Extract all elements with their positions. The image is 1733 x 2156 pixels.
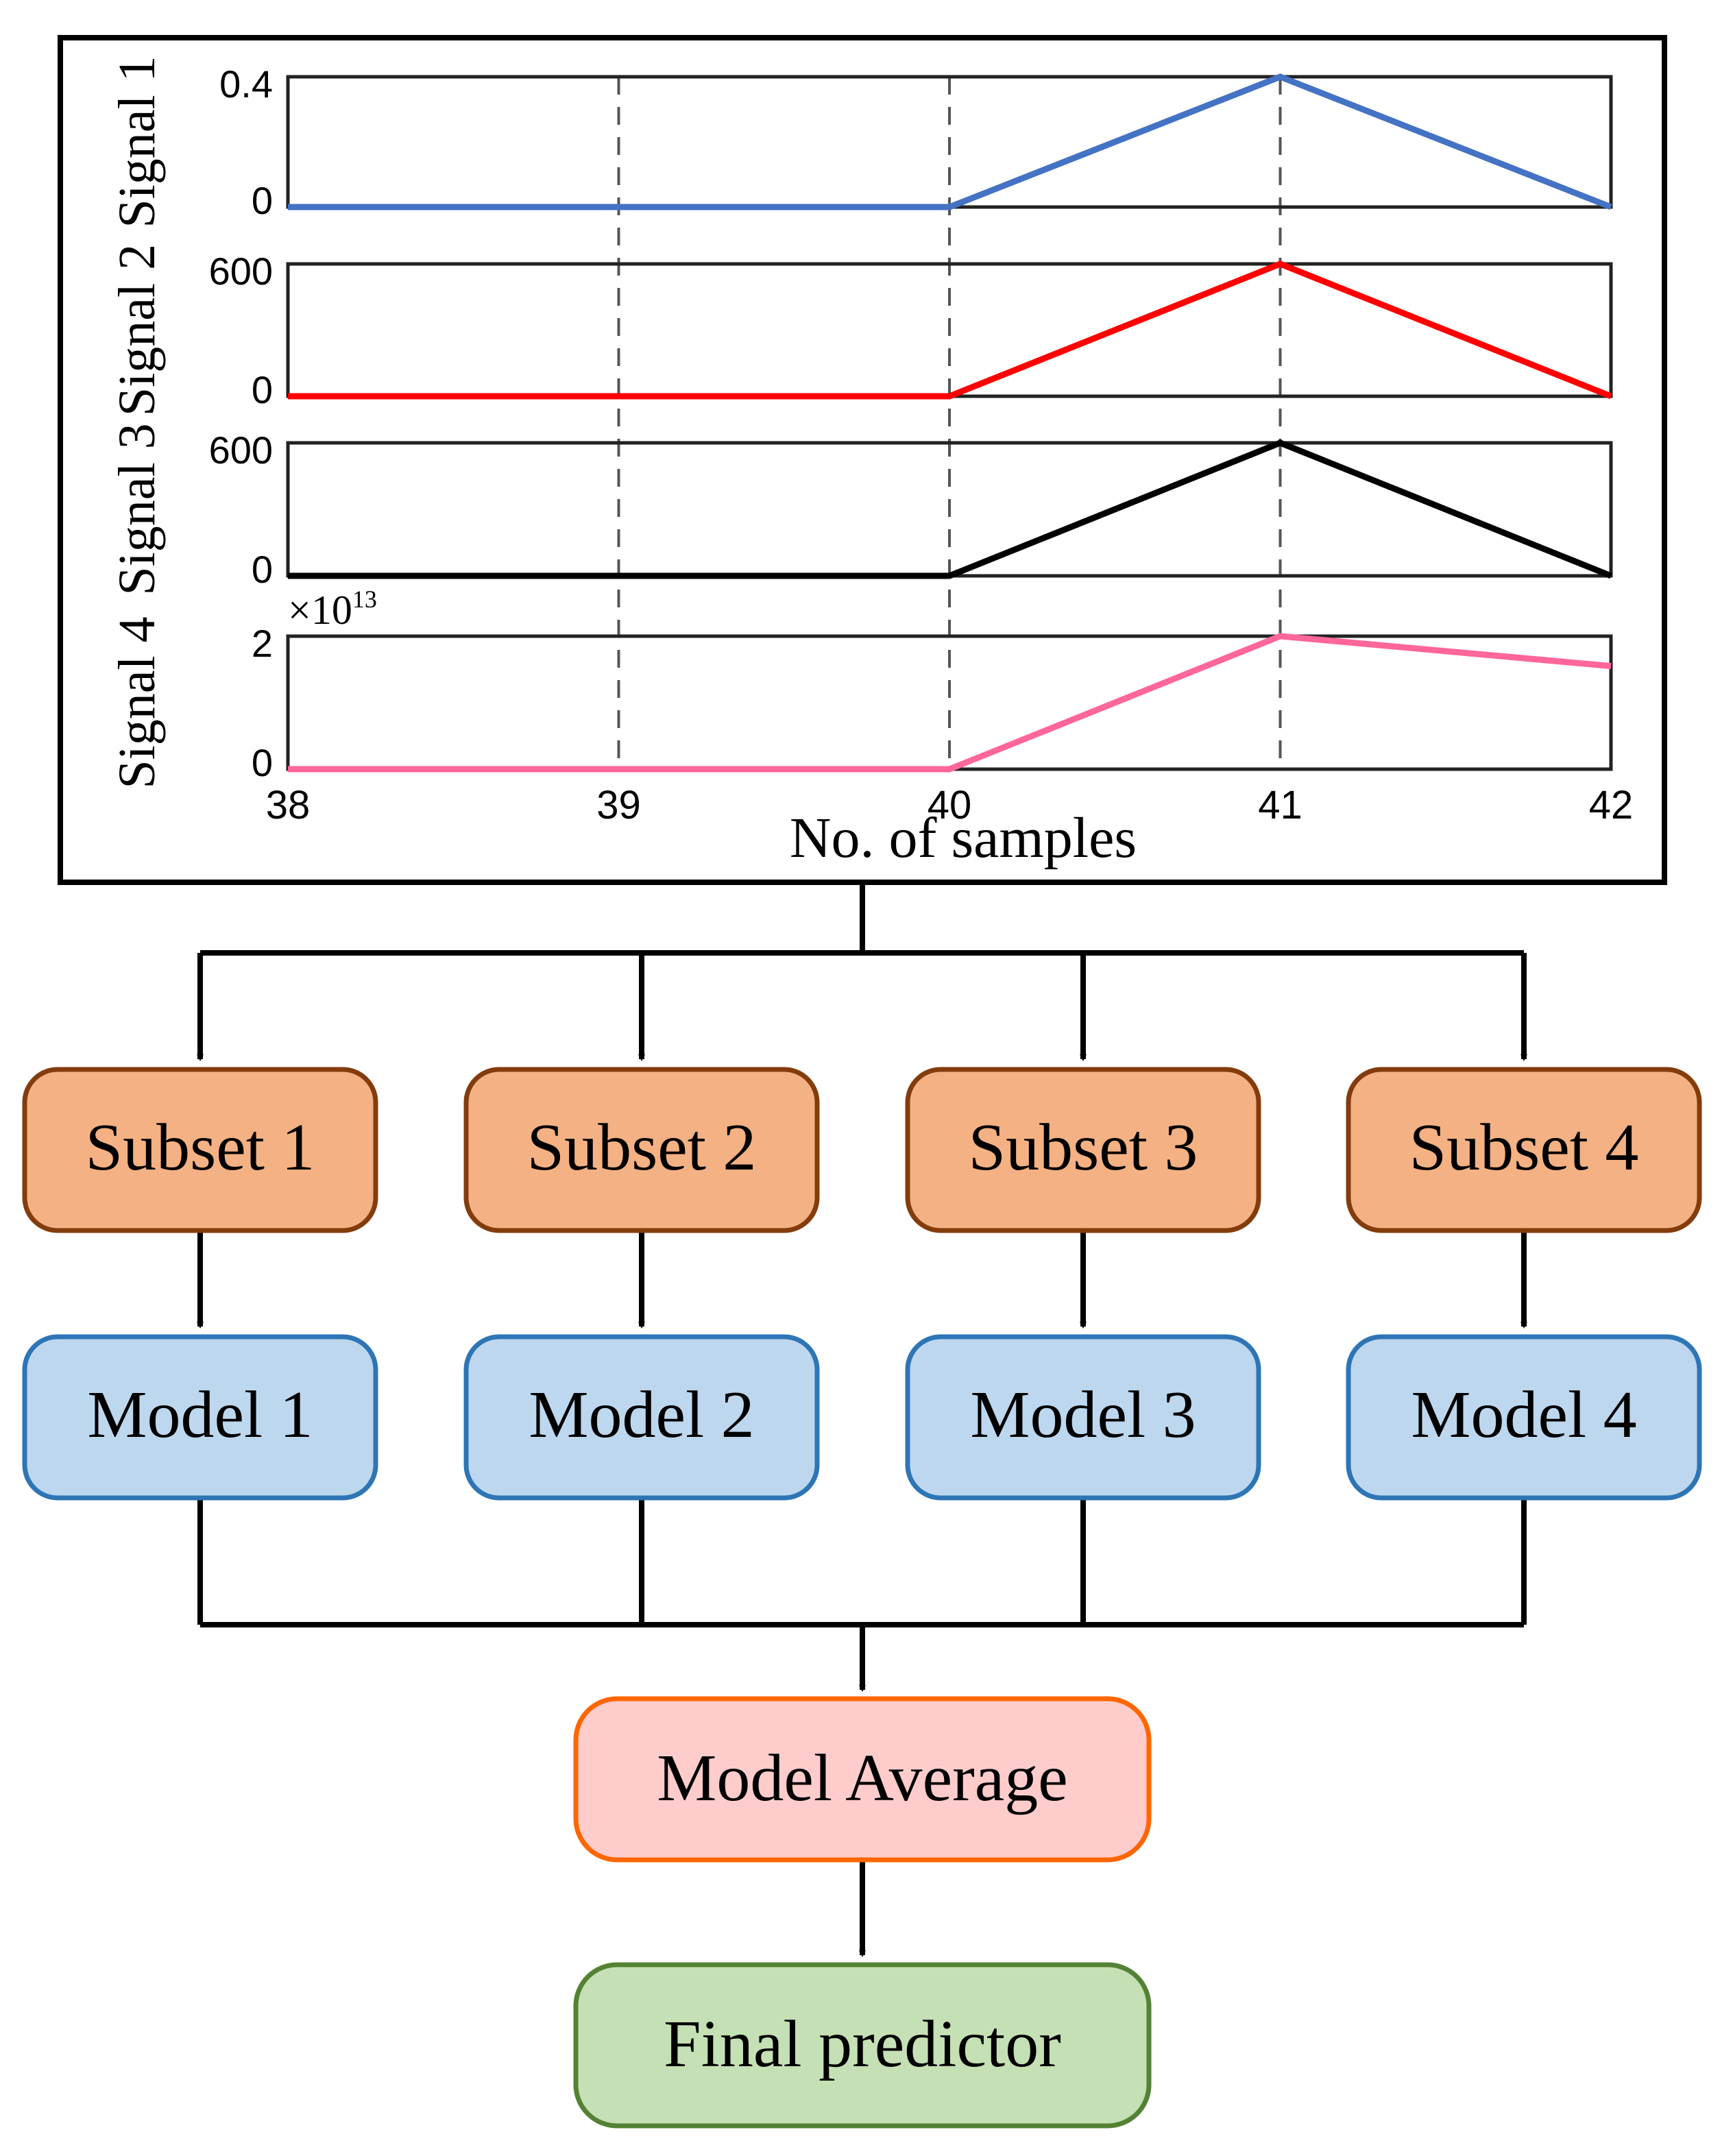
x-tick-39: 39 <box>596 783 641 827</box>
model-boxes: Model 1 Model 2 Model 3 Model 4 <box>22 1334 1702 1501</box>
signal-1-ytick-min: 0 <box>252 179 273 222</box>
signal-1-axis-title: Signal 1 <box>108 56 166 228</box>
x-tick-labels: 38 39 40 41 42 <box>266 783 1634 827</box>
final-predictor-label: Final predictor <box>664 2007 1061 2081</box>
model-3-box <box>905 1334 1261 1501</box>
signal-4-exponent-power: 13 <box>352 585 377 613</box>
model-4-label: Model 4 <box>1411 1378 1636 1452</box>
signal-2-line <box>288 261 1612 400</box>
subset-3-label: Subset 3 <box>969 1111 1198 1185</box>
model-average-label: Model Average <box>657 1741 1068 1815</box>
signal-4-ytick-min: 0 <box>252 741 273 784</box>
model-average-box <box>573 1696 1152 1863</box>
signal-4-axis-title: Signal 4 <box>108 616 166 788</box>
signal-3-axis-title: Signal 3 <box>108 423 166 595</box>
subset-3-box <box>905 1067 1261 1233</box>
model-2-box <box>463 1334 820 1501</box>
model-1-label: Model 1 <box>87 1378 313 1452</box>
signal-3-ytick-max: 600 <box>209 428 273 472</box>
signal-4-exponent: ×1013 <box>288 585 377 633</box>
signal-1-ytick-max: 0.4 <box>219 62 273 106</box>
x-tick-38: 38 <box>266 783 311 827</box>
subset-4-box <box>1346 1067 1702 1233</box>
model-2-label: Model 2 <box>529 1378 754 1452</box>
model-1-box <box>22 1334 378 1501</box>
signal-charts: 0.4 0 Signal 1 600 0 Signal 2 600 0 Signal 3 2 0 Si… <box>108 56 1613 789</box>
model-3-label: Model 3 <box>970 1378 1196 1452</box>
signal-2-ytick-max: 600 <box>209 250 273 293</box>
signal-2-axis-title: Signal 2 <box>108 244 166 416</box>
x-tick-42: 42 <box>1589 783 1634 827</box>
subset-2-label: Subset 2 <box>527 1111 757 1185</box>
signal-4-ytick-max: 2 <box>252 622 273 665</box>
flow-connectors <box>197 882 1527 1957</box>
signal-2-ytick-min: 0 <box>252 368 273 411</box>
final-predictor-box <box>573 1962 1152 2129</box>
x-tick-41: 41 <box>1258 783 1302 827</box>
signal-4-line <box>288 633 1612 773</box>
x-tick-40: 40 <box>928 783 972 827</box>
signal-1-line <box>288 73 1612 210</box>
signals-frame <box>58 35 1667 885</box>
model-4-box <box>1346 1334 1702 1501</box>
x-axis-label: No. of samples <box>790 806 1137 870</box>
subset-2-box <box>463 1067 820 1233</box>
signal-3-line <box>288 439 1612 579</box>
subset-4-label: Subset 4 <box>1409 1111 1639 1185</box>
signal-3-ytick-min: 0 <box>252 548 273 591</box>
subset-boxes: Subset 1 Subset 2 Subset 3 Subset 4 <box>22 1067 1702 1233</box>
subset-1-box <box>22 1067 378 1233</box>
subset-1-label: Subset 1 <box>86 1111 315 1185</box>
